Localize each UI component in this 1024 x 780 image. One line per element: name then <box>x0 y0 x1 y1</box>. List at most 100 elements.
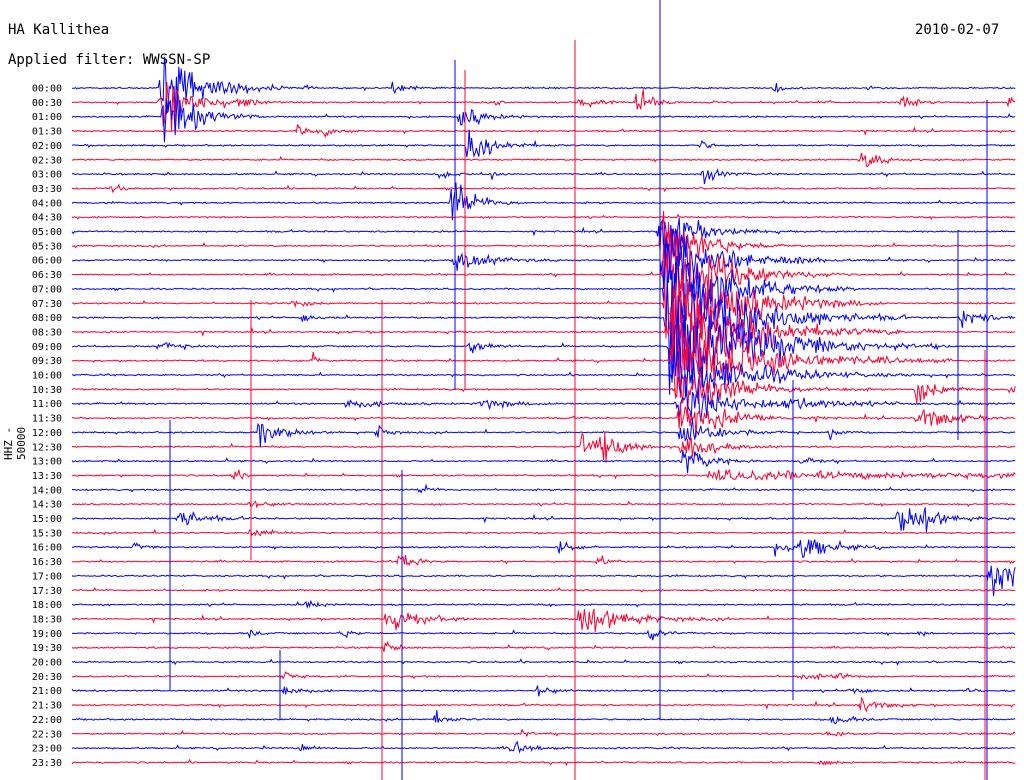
trace-line <box>71 210 1016 273</box>
trace-line <box>71 345 1016 399</box>
trace-line <box>71 327 1016 400</box>
trace-line <box>72 401 1016 438</box>
y-tick-label: 10:00 <box>32 371 62 382</box>
trace-line <box>71 528 1016 537</box>
y-tick-label: 16:00 <box>32 543 62 554</box>
y-tick-label: 02:30 <box>32 155 62 166</box>
y-tick-label: 11:00 <box>32 399 62 410</box>
y-tick-label: 03:30 <box>32 184 62 195</box>
y-tick-label: 18:00 <box>32 600 62 611</box>
trace-line <box>71 152 1016 168</box>
trace-line <box>71 586 1016 593</box>
y-tick-label: 07:00 <box>32 284 62 295</box>
y-tick-label: 22:30 <box>32 729 62 740</box>
y-tick-label: 17:30 <box>32 586 62 597</box>
y-tick-label: 04:30 <box>32 213 62 224</box>
trace-line <box>71 696 1016 713</box>
y-tick-label: 01:30 <box>32 127 62 138</box>
y-tick-label: 08:30 <box>32 327 62 338</box>
trace-line <box>71 237 1016 337</box>
trace-line <box>71 710 1016 725</box>
trace-line <box>72 507 1016 533</box>
trace-line <box>71 168 1016 185</box>
trace-line <box>71 182 1016 221</box>
trace-line <box>71 599 1016 610</box>
y-tick-label: 05:00 <box>32 227 62 238</box>
trace-line <box>71 56 1016 115</box>
y-tick-label: 07:30 <box>32 299 62 310</box>
y-tick-label: 06:00 <box>32 256 62 267</box>
station-title: HA Kallithea <box>8 22 110 38</box>
trace-line <box>71 81 1016 132</box>
trace-line <box>71 93 1016 143</box>
y-tick-label: 20:00 <box>32 658 62 669</box>
trace-line <box>71 129 1016 158</box>
y-tick-label: 13:00 <box>32 457 62 468</box>
trace-line <box>71 758 1016 767</box>
y-tick-label: 03:00 <box>32 170 62 181</box>
y-tick-label: 22:00 <box>32 715 62 726</box>
trace-line <box>72 554 1016 567</box>
y-tick-label: 00:30 <box>32 98 62 109</box>
y-tick-label: 17:00 <box>32 571 62 582</box>
y-tick-label: 09:30 <box>32 356 62 367</box>
y-tick-label: 15:30 <box>32 528 62 539</box>
y-tick-label: 13:30 <box>32 471 62 482</box>
trace-line <box>71 685 1016 697</box>
trace-line <box>71 183 1016 194</box>
trace-line <box>71 500 1016 509</box>
y-tick-label: 19:30 <box>32 643 62 654</box>
trace-line <box>71 282 1016 367</box>
y-tick-label: 21:00 <box>32 686 62 697</box>
trace-line <box>71 628 1016 641</box>
y-tick-label: 18:30 <box>32 614 62 625</box>
y-tick-label: 02:00 <box>32 141 62 152</box>
filter-label: Applied filter: WWSSN-SP <box>8 52 211 68</box>
y-tick-label: 14:30 <box>32 500 62 511</box>
trace-line <box>72 229 1016 290</box>
y-tick-label: 12:30 <box>32 442 62 453</box>
y-tick-label: 20:30 <box>32 672 62 683</box>
trace-line <box>71 213 1016 221</box>
trace-line <box>71 608 1016 632</box>
trace-line <box>71 308 1016 397</box>
tick-labels-group: 00:00 00:30 01:00 01:30 02:00 02:30 03:00 03:30… <box>32 84 62 769</box>
y-tick-label: 21:30 <box>32 701 62 712</box>
date-label: 2010-02-07 <box>915 22 1000 38</box>
y-tick-label: 09:00 <box>32 342 62 353</box>
trace-line <box>71 418 1016 448</box>
y-tick-label: 16:30 <box>32 557 62 568</box>
y-tick-label: 06:30 <box>32 270 62 281</box>
trace-line <box>71 728 1016 738</box>
y-tick-label: 08:00 <box>32 313 62 324</box>
y-tick-label: 23:30 <box>32 758 62 769</box>
trace-line <box>71 565 1016 597</box>
trace-line <box>72 432 1016 462</box>
y-tick-label: 11:30 <box>32 414 62 425</box>
trace-line <box>71 640 1016 653</box>
trace-line <box>71 539 1016 558</box>
trace-line <box>71 450 1016 474</box>
trace-line <box>71 385 1016 421</box>
trace-line <box>71 268 1016 341</box>
trace-line <box>71 483 1016 494</box>
y-tick-label: 04:00 <box>32 198 62 209</box>
y-tick-label: 01:00 <box>32 112 62 123</box>
y-tick-label: 12:00 <box>32 428 62 439</box>
y-tick-label: 23:00 <box>32 744 62 755</box>
trace-line <box>71 124 1016 139</box>
y-tick-label: 19:00 <box>32 629 62 640</box>
y-tick-label: 15:00 <box>32 514 62 525</box>
trace-line <box>71 740 1016 754</box>
trace-line <box>71 469 1016 482</box>
trace-line <box>71 374 1016 416</box>
trace-line <box>71 262 1016 368</box>
trace-line <box>71 221 1016 301</box>
y-tick-label: 10:30 <box>32 385 62 396</box>
traces-group <box>71 0 1016 780</box>
trace-line <box>71 658 1016 666</box>
trace-line <box>72 671 1016 681</box>
y-tick-label: 14:00 <box>32 485 62 496</box>
trace-line <box>71 217 1016 253</box>
